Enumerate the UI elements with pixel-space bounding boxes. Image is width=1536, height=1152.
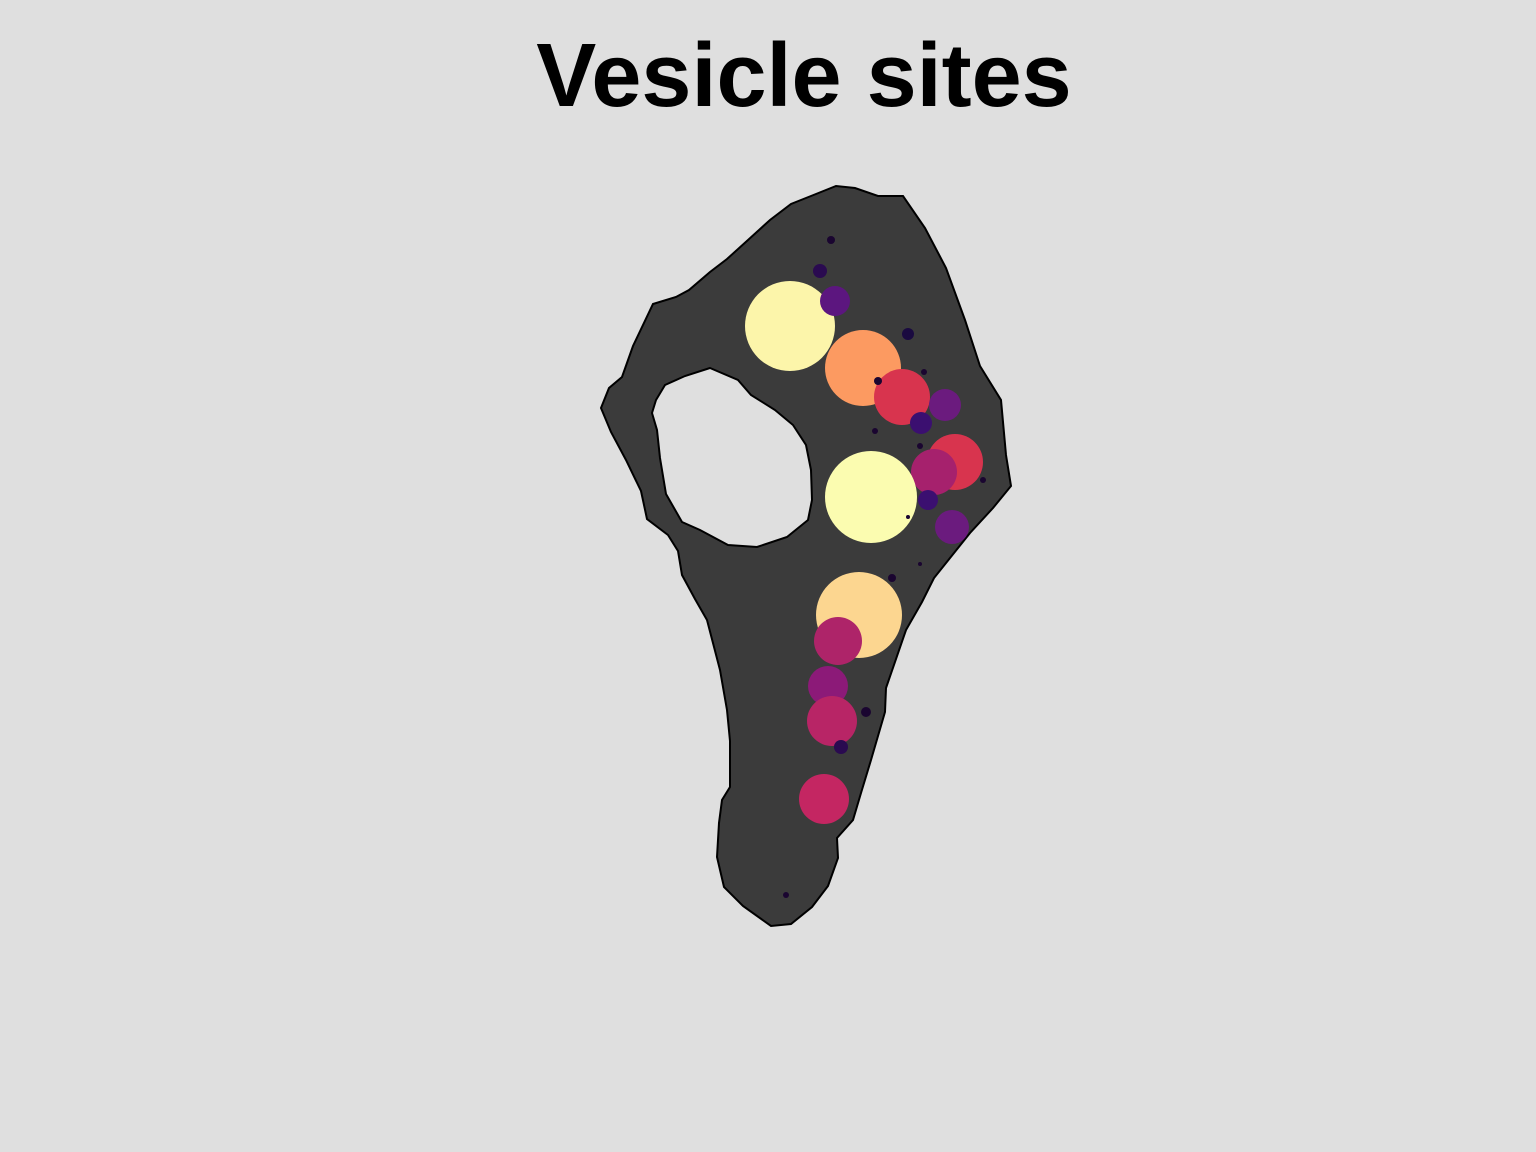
bubble [745,281,835,371]
bubble [906,515,910,519]
bubble [861,707,871,717]
bubble [827,236,835,244]
chart-title: Vesicle sites [536,26,1071,126]
bubble [874,369,930,425]
bubbles [745,236,986,898]
bubble [929,389,961,421]
bubble [911,449,957,495]
bubble [825,451,917,543]
bubble [820,286,850,316]
bubble [808,666,848,706]
bubble [807,696,857,746]
bubble [921,369,927,375]
bubble [783,892,789,898]
bubble [872,428,878,434]
bubble [874,377,882,385]
bubble [935,510,969,544]
bubble [980,477,986,483]
bubble [888,574,896,582]
bubble [834,740,848,754]
bubble [902,328,914,340]
bubble [918,490,938,510]
bubble [910,412,932,434]
bubble [917,443,923,449]
bubble [814,617,862,665]
bubble [813,264,827,278]
bubble [799,774,849,824]
bubble [918,562,922,566]
